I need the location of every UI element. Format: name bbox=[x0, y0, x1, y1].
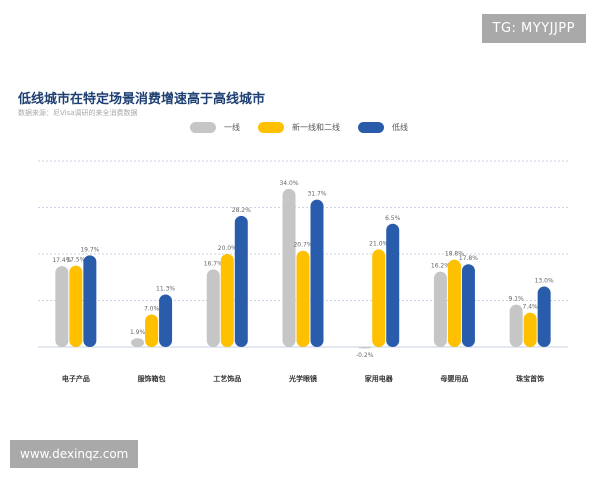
legend-swatch-tier1 bbox=[190, 122, 216, 133]
data-label: 13.0% bbox=[535, 278, 554, 285]
legend-item-tier1: 一线 bbox=[190, 122, 240, 133]
data-label: 17.8% bbox=[459, 255, 478, 262]
data-label: 19.7% bbox=[80, 246, 99, 253]
x-tick-label: 电子产品 bbox=[62, 374, 90, 383]
data-label: 11.3% bbox=[156, 285, 175, 292]
bar bbox=[296, 250, 310, 347]
bar bbox=[83, 255, 97, 347]
legend-item-tier2: 新一线和二线 bbox=[258, 122, 340, 133]
bar bbox=[461, 264, 475, 347]
chart-title: 低线城市在特定场景消费增速高于高线城市 bbox=[18, 92, 266, 107]
x-tick-label: 家用电器 bbox=[365, 374, 394, 383]
data-label: 7.4% bbox=[523, 304, 539, 311]
data-label: 7.0% bbox=[144, 305, 160, 312]
bar bbox=[206, 269, 220, 347]
telegram-watermark: TG: MYYJJPP bbox=[481, 14, 586, 43]
x-tick-label: 服饰箱包 bbox=[138, 374, 166, 383]
bar bbox=[69, 265, 83, 347]
data-label: 20.7% bbox=[293, 242, 312, 249]
data-label: 34.0% bbox=[279, 180, 298, 187]
legend-label-tier2: 新一线和二线 bbox=[292, 123, 340, 132]
legend-label-low-tier: 低线 bbox=[392, 123, 408, 132]
bar bbox=[372, 249, 386, 347]
data-label: 21.0% bbox=[369, 240, 388, 247]
data-label: 31.7% bbox=[307, 191, 326, 198]
bar bbox=[159, 294, 173, 347]
data-label: 16.2% bbox=[431, 263, 450, 270]
data-label: 17.5% bbox=[66, 257, 85, 264]
legend-label-tier1: 一线 bbox=[224, 123, 240, 132]
chart-legend: 一线 新一线和二线 低线 bbox=[190, 122, 426, 133]
x-tick-label: 母婴用品 bbox=[440, 374, 468, 383]
data-label: 28.2% bbox=[232, 207, 251, 214]
x-tick-label: 光学眼镜 bbox=[288, 374, 317, 383]
data-label: 17.4% bbox=[52, 257, 71, 264]
legend-item-low-tier: 低线 bbox=[358, 122, 408, 133]
data-label: 20.0% bbox=[218, 245, 237, 252]
bar bbox=[509, 304, 523, 347]
bar bbox=[131, 338, 145, 347]
bar bbox=[282, 188, 296, 347]
bar bbox=[447, 259, 461, 347]
data-label: -0.2% bbox=[356, 352, 374, 359]
bar bbox=[537, 286, 551, 347]
bar bbox=[433, 271, 447, 347]
data-label: 16.7% bbox=[204, 260, 223, 267]
x-tick-label: 工艺饰品 bbox=[213, 374, 241, 383]
bar bbox=[310, 199, 324, 347]
chart-subtitle: 数据来源：尼Visa调研的来全消费数据 bbox=[18, 109, 138, 117]
legend-swatch-low-tier bbox=[358, 122, 384, 133]
bar bbox=[358, 347, 372, 349]
bar bbox=[220, 254, 234, 347]
data-label: 18.8% bbox=[445, 251, 464, 258]
data-label: 6.5% bbox=[385, 215, 401, 222]
website-watermark: www.dexinqz.com bbox=[10, 440, 139, 468]
legend-swatch-tier2 bbox=[258, 122, 284, 133]
bar bbox=[234, 215, 248, 347]
data-label: 1.9% bbox=[130, 329, 146, 336]
bar bbox=[145, 314, 159, 347]
x-tick-label: 珠宝首饰 bbox=[516, 374, 544, 383]
bar bbox=[386, 223, 400, 347]
data-label: 9.1% bbox=[509, 296, 525, 303]
bar bbox=[523, 312, 537, 347]
bar bbox=[55, 266, 69, 347]
